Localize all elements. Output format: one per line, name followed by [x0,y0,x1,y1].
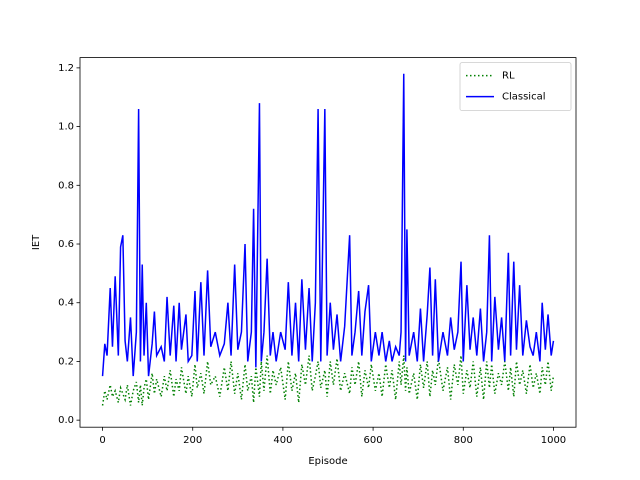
x-tick-label: 400 [273,435,292,446]
y-axis-label: IET [31,234,42,250]
y-tick-label: 0.6 [58,239,74,250]
x-tick-label: 0 [99,435,105,446]
legend-label: RL [502,71,515,82]
y-tick-label: 0.0 [58,415,74,426]
x-axis-label: Episode [308,456,347,467]
y-tick-label: 1.2 [58,63,74,74]
legend-box [459,62,572,111]
y-tick-label: 0.2 [58,356,74,367]
plot-frame [79,57,577,428]
series-line [101,355,555,406]
y-tick-label: 1.0 [58,122,74,133]
x-tick-label: 800 [454,435,473,446]
x-tick-label: 600 [364,435,383,446]
series-line [101,73,555,377]
y-tick-label: 0.8 [58,180,74,191]
legend-label: Classical [502,92,546,103]
y-tick-label: 0.4 [58,298,74,309]
x-tick-label: 200 [183,435,202,446]
x-tick-label: 1000 [541,435,566,446]
